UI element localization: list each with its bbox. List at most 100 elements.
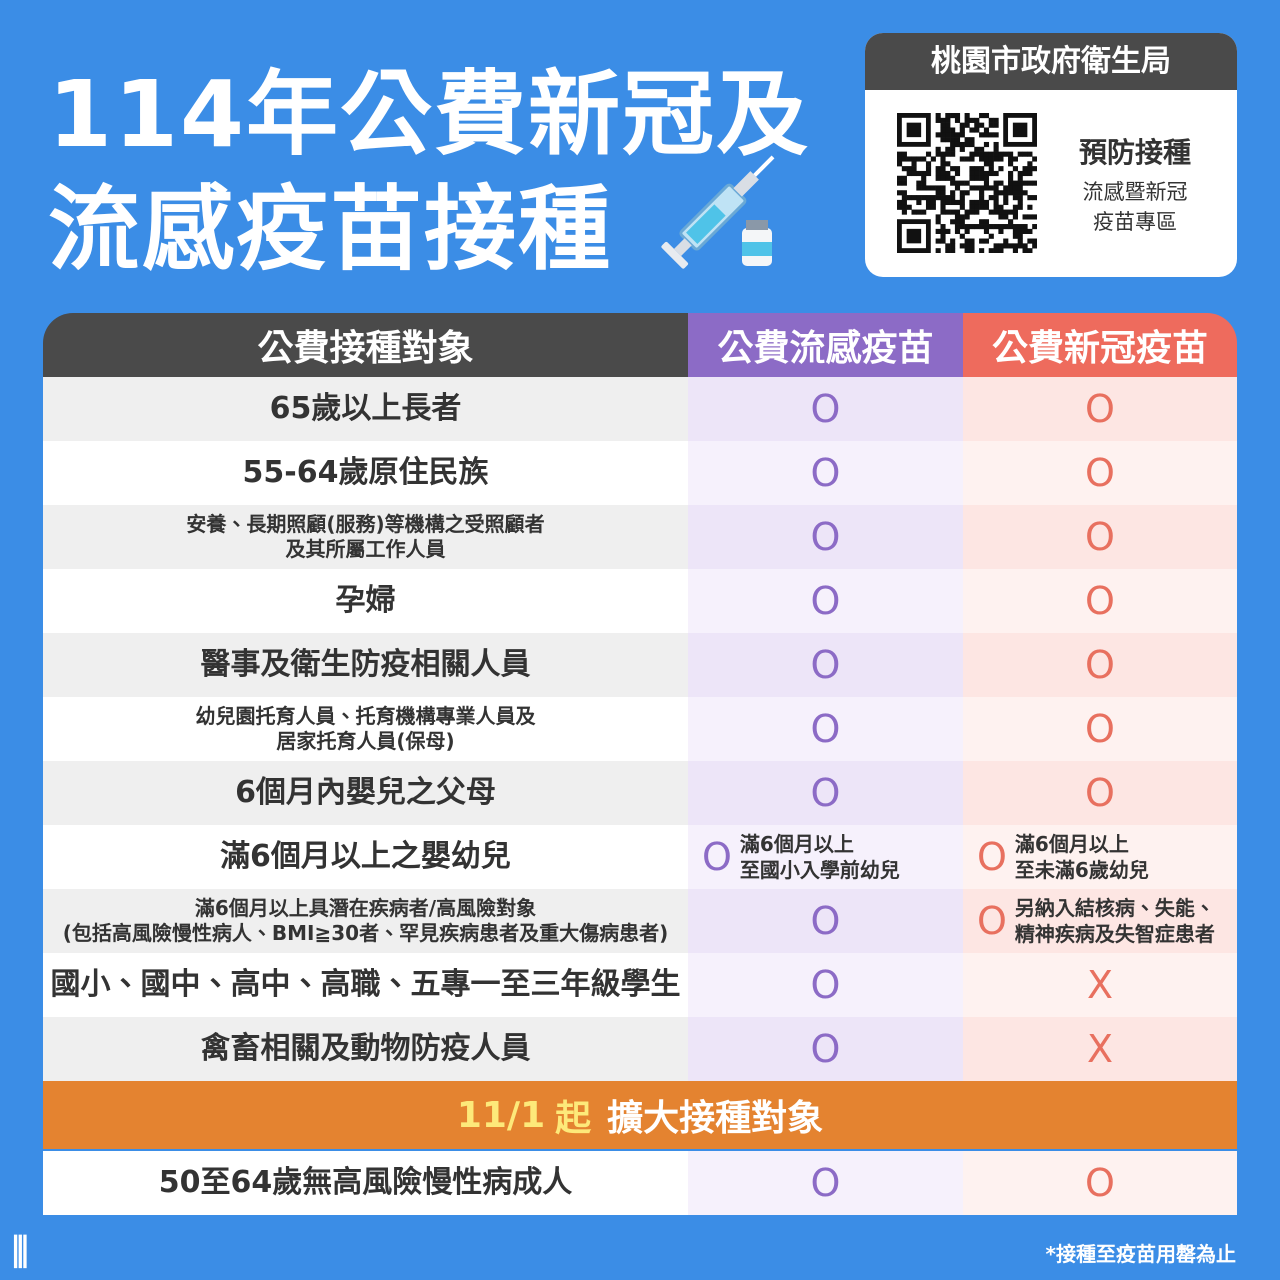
- availability-mark: O: [810, 1027, 841, 1071]
- qr-module: [1003, 190, 1009, 196]
- qr-module: [1012, 209, 1018, 215]
- qr-module: [993, 146, 999, 152]
- covid-cell: O: [963, 1151, 1237, 1215]
- qr-module: [901, 195, 907, 201]
- qr-module: [935, 170, 941, 177]
- qr-module: [1017, 199, 1023, 206]
- qr-module: [935, 214, 941, 220]
- target-cell: 65歲以上長者: [43, 377, 688, 441]
- qr-module: [959, 132, 965, 138]
- qr-module: [935, 132, 941, 138]
- target-cell: 6個月內嬰兒之父母: [43, 761, 688, 825]
- availability-mark: O: [977, 835, 1007, 879]
- qr-module: [901, 204, 907, 210]
- qr-module: [983, 180, 990, 186]
- qr-module: [964, 156, 970, 162]
- qr-module: [950, 199, 956, 206]
- qr-module: [940, 137, 946, 143]
- availability-mark: O: [810, 643, 841, 687]
- qr-module: [983, 175, 990, 181]
- covid-cell: X: [963, 1017, 1237, 1081]
- qr-module: [988, 117, 994, 123]
- qr-module: [1012, 190, 1018, 196]
- target-line: 幼兒園托育人員、托育機構專業人員及: [195, 704, 536, 728]
- qr-module: [993, 185, 999, 191]
- qr-module: [959, 243, 965, 249]
- flu-cell: O: [688, 761, 963, 825]
- target-cell: 幼兒園托育人員、托育機構專業人員及 居家托育人員(保母): [43, 697, 688, 761]
- qr-module: [964, 248, 970, 253]
- qr-module: [940, 132, 946, 138]
- target-line: 安養、長期照顧(服務)等機構之受照顧者: [186, 512, 545, 536]
- qr-module: [940, 185, 946, 191]
- qr-module: [1027, 180, 1033, 186]
- availability-mark: X: [1086, 963, 1114, 1007]
- qr-module: [979, 122, 985, 128]
- qr-card-label: 預防接種: [1078, 136, 1191, 169]
- qr-module: [901, 156, 907, 162]
- qr-module: [954, 199, 961, 206]
- qr-module: [974, 199, 980, 206]
- qr-module: [979, 156, 985, 162]
- syringe-icon: [661, 155, 775, 269]
- qr-module: [983, 238, 990, 244]
- target-cell: 禽畜相關及動物防疫人員: [43, 1017, 688, 1081]
- qr-module: [930, 195, 936, 201]
- qr-module: [959, 233, 965, 239]
- target-line: 6個月內嬰兒之父母: [235, 775, 496, 810]
- qr-module: [993, 180, 999, 186]
- qr-module: [1017, 170, 1023, 177]
- qr-module: [954, 219, 961, 225]
- qr-card-sub-line: 流感暨新冠: [1082, 180, 1188, 204]
- qr-module: [979, 151, 985, 157]
- flu-cell: O: [688, 697, 963, 761]
- covid-cell: X: [963, 953, 1237, 1017]
- qr-module: [925, 170, 932, 177]
- qr-module: [1012, 243, 1018, 249]
- qr-module: [906, 195, 912, 201]
- qr-module: [945, 151, 951, 157]
- qr-module: [1032, 238, 1037, 244]
- flu-cell: O: [688, 633, 963, 697]
- target-cell: 醫事及衛生防疫相關人員: [43, 633, 688, 697]
- qr-module: [998, 166, 1004, 172]
- qr-module: [1027, 248, 1033, 253]
- qr-module: [935, 146, 941, 152]
- qr-module: [1008, 243, 1014, 249]
- flu-cell: O: [688, 569, 963, 633]
- covid-cell: O: [963, 697, 1237, 761]
- qr-module: [964, 209, 970, 215]
- qr-module: [925, 166, 932, 172]
- target-cell: 滿6個月以上之嬰幼兒: [43, 825, 688, 889]
- qr-module: [897, 199, 903, 206]
- qr-module: [998, 151, 1004, 157]
- qr-module: [998, 204, 1004, 210]
- qr-module: [959, 127, 965, 133]
- qr-module: [998, 156, 1004, 162]
- qr-module: [940, 122, 946, 128]
- target-line: 孕婦: [335, 583, 396, 618]
- qr-module: [916, 156, 922, 162]
- note-line: 至國小入學前幼兒: [739, 858, 900, 882]
- qr-module: [983, 127, 990, 133]
- availability-mark: O: [810, 515, 841, 559]
- qr-module: [950, 137, 956, 143]
- qr-module: [988, 122, 994, 128]
- availability-mark: O: [810, 451, 841, 495]
- qr-module: [969, 175, 975, 181]
- qr-module: [993, 199, 999, 206]
- qr-module: [930, 199, 936, 206]
- qr-module: [993, 117, 999, 123]
- qr-module: [921, 209, 927, 215]
- availability-mark: O: [1085, 579, 1115, 623]
- qr-module: [988, 195, 994, 201]
- note-line: 精神疾病及失智症患者: [1014, 922, 1215, 946]
- qr-module: [1017, 204, 1023, 210]
- qr-module: [1032, 166, 1037, 172]
- qr-module: [959, 190, 965, 196]
- qr-module: [993, 170, 999, 177]
- qr-module: [950, 180, 956, 186]
- qr-module: [935, 190, 941, 196]
- flu-cell: O 滿6個月以上 至國小入學前幼兒: [688, 825, 963, 889]
- target-cell: 孕婦: [43, 569, 688, 633]
